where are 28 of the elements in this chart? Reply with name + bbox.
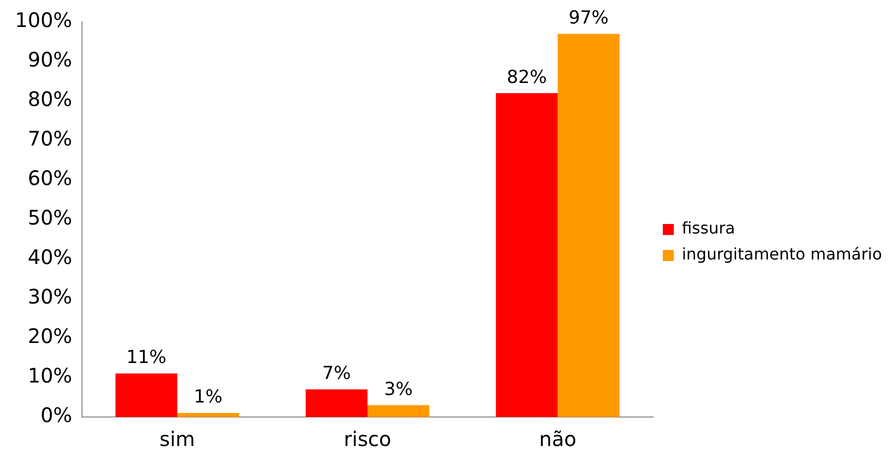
bar	[177, 413, 240, 417]
bar	[558, 34, 620, 417]
bar	[115, 374, 178, 417]
y-tick-label: 50%	[28, 206, 72, 230]
bar	[306, 389, 368, 417]
bar	[368, 405, 430, 417]
y-tick-label: 30%	[28, 284, 72, 309]
bar	[496, 93, 558, 417]
data-label: 7%	[322, 363, 351, 384]
data-label: 1%	[194, 386, 222, 408]
data-label: 11%	[126, 347, 166, 368]
y-tick-label: 40%	[28, 245, 72, 270]
y-tick-label: 90%	[28, 48, 72, 72]
data-label: 97%	[568, 8, 609, 29]
y-tick-label: 10%	[28, 364, 72, 388]
y-tick-label: 20%	[28, 324, 72, 348]
x-tick-label: sim	[160, 427, 196, 452]
y-tick-label: 70%	[28, 126, 72, 151]
data-label: 82%	[506, 66, 547, 88]
data-label: 3%	[384, 378, 413, 400]
x-tick-label: risco	[344, 427, 392, 452]
y-tick-label: 100%	[14, 8, 72, 32]
y-tick-label: 60%	[28, 166, 72, 190]
x-tick-label: não	[539, 427, 576, 452]
legend-label: ingurgitamento mamário	[682, 244, 882, 264]
y-tick-label: 0%	[40, 403, 72, 428]
y-tick-label: 80%	[28, 87, 72, 112]
legend-label: fissura	[682, 218, 736, 238]
